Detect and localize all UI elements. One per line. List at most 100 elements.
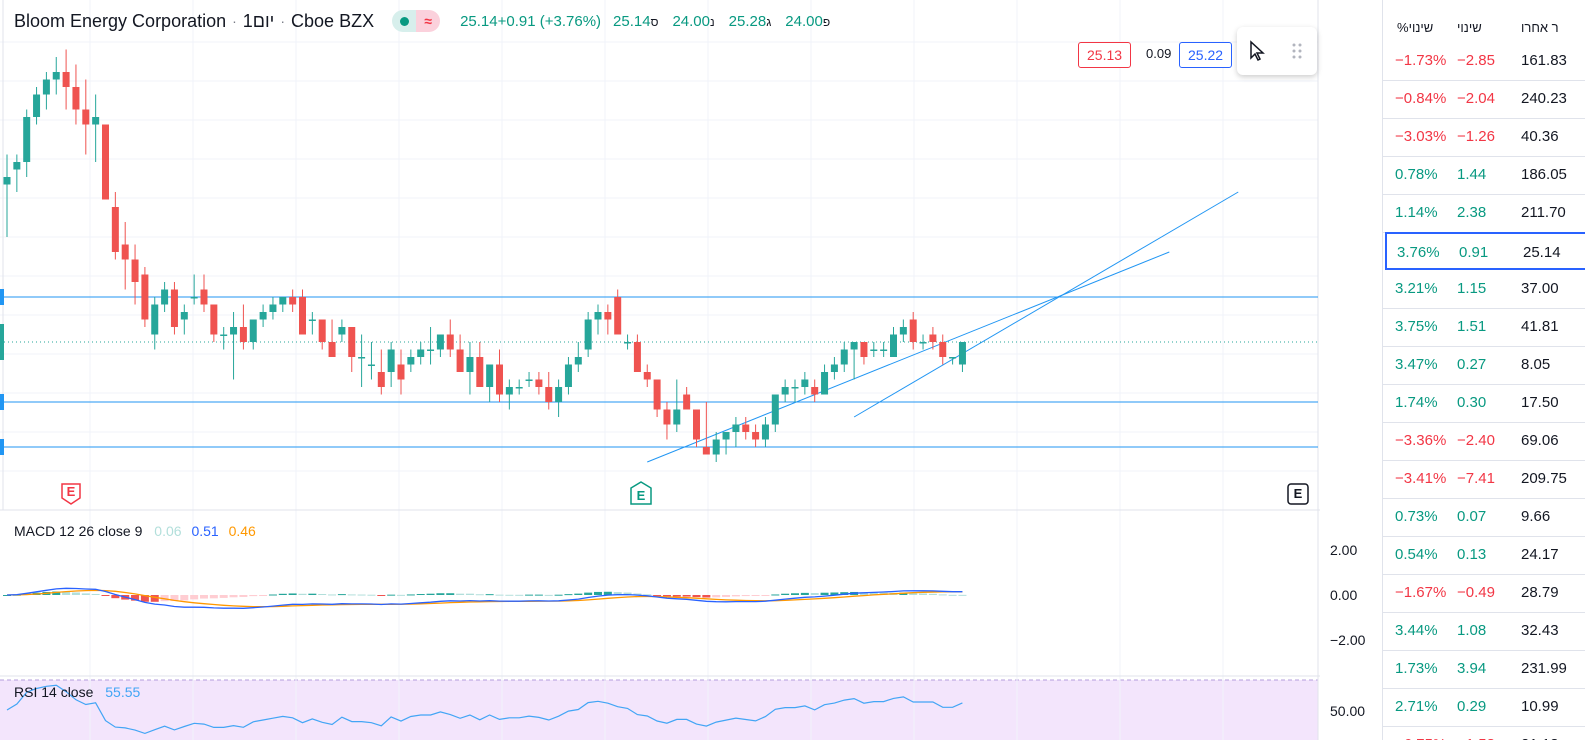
row-last-price: 9.66 (1521, 508, 1551, 525)
row-change-pct: −3.36% (1395, 432, 1447, 449)
candle-down (742, 424, 750, 432)
symbol-name[interactable]: Bloom Energy Corporation (14, 10, 227, 31)
macd-histogram-bar (308, 593, 317, 595)
watchlist-row[interactable]: −6.75% −1.53 21.13 (1383, 726, 1585, 740)
watchlist-row[interactable]: 3.44% 1.08 32.43 (1383, 612, 1585, 651)
watchlist-row-selected[interactable]: 3.76% 0.91 25.14 (1385, 232, 1585, 270)
row-change: 2.38 (1457, 204, 1487, 221)
row-change: 1.51 (1457, 318, 1487, 335)
row-last-price: 10.99 (1521, 698, 1559, 715)
macd-signal-line (6, 589, 963, 608)
status-pill[interactable]: ≈ (392, 10, 441, 32)
watchlist-row[interactable]: 3.75% 1.51 41.81 (1383, 308, 1585, 347)
candle-down (82, 109, 90, 125)
buy-price-tag[interactable]: 25.22 (1179, 42, 1233, 68)
watchlist-panel[interactable]: %שינוי שינוי ר אחרו −1.73% −2.85 161.83 −0.… (1382, 0, 1585, 740)
candle-up (722, 432, 730, 440)
macd-histogram-bar (91, 593, 100, 595)
col-header-change[interactable]: שינוי (1457, 20, 1482, 35)
candle-up (436, 334, 444, 350)
row-change: 0.29 (1457, 698, 1487, 715)
macd-histogram-bar (712, 595, 721, 598)
candle-down (929, 334, 937, 342)
watchlist-row[interactable]: 1.74% 0.30 17.50 (1383, 384, 1585, 423)
drawing-toolbox[interactable] (1237, 27, 1317, 75)
watchlist-row[interactable]: 2.71% 0.29 10.99 (1383, 688, 1585, 727)
macd-histogram-bar (800, 592, 809, 595)
row-change: −2.40 (1457, 432, 1495, 449)
row-change-pct: 0.73% (1395, 508, 1438, 525)
chart-area[interactable]: Bloom Energy Corporation · 1יום · Cboe B… (0, 0, 1365, 740)
macd-histogram-bar (505, 594, 514, 596)
rsi-value: 55.55 (105, 684, 141, 700)
watchlist-row[interactable]: 1.14% 2.38 211.70 (1383, 194, 1585, 233)
macd-histogram-bar (111, 595, 120, 599)
candle-down (102, 124, 109, 200)
macd-histogram-bar (259, 595, 268, 596)
row-last-price: 186.05 (1521, 166, 1567, 183)
candle-up (870, 349, 878, 351)
cursor-arrow-icon[interactable] (1237, 27, 1277, 75)
trend-channel-line (647, 251, 1170, 463)
sell-price-tag[interactable]: 25.13 (1078, 42, 1132, 68)
watchlist-row[interactable]: −3.03% −1.26 40.36 (1383, 118, 1585, 157)
candle-up (151, 304, 159, 335)
candle-up (13, 162, 21, 170)
macd-histogram-bar (643, 594, 652, 596)
ohlc-open: פ24.00 (785, 12, 831, 30)
earnings-marker-icon[interactable]: E (630, 481, 652, 505)
watchlist-row[interactable]: −0.84% −2.04 240.23 (1383, 80, 1585, 119)
rsi-legend[interactable]: RSI 14 close 55.55 (14, 684, 140, 700)
col-header-change-pct[interactable]: %שינוי (1397, 20, 1434, 35)
row-change-pct: 3.44% (1395, 622, 1438, 639)
row-change: 1.08 (1457, 622, 1487, 639)
watchlist-row[interactable]: −1.73% −2.85 161.83 (1383, 42, 1585, 81)
watchlist-row[interactable]: 1.73% 3.94 231.99 (1383, 650, 1585, 689)
exchange-label[interactable]: Cboe BZX (291, 10, 375, 31)
drag-handle-icon[interactable] (1277, 27, 1317, 75)
macd-histogram-bar (3, 595, 11, 596)
row-change-pct: 1.73% (1395, 660, 1438, 677)
row-change-pct: 0.78% (1395, 166, 1438, 183)
candle-down (239, 327, 247, 342)
candle-up (949, 357, 957, 359)
macd-histogram-bar (731, 595, 740, 597)
macd-histogram-bar (919, 593, 928, 595)
chart-canvas[interactable] (0, 0, 1320, 740)
macd-histogram-bar (288, 593, 297, 595)
candle-up (52, 72, 60, 80)
row-change: 0.07 (1457, 508, 1487, 525)
ohlc-high: ג25.28 (728, 12, 772, 30)
macd-histogram-bar (81, 593, 90, 595)
candle-up (732, 424, 740, 432)
earnings-marker-icon[interactable]: E (1287, 483, 1309, 505)
candle-up (761, 424, 769, 440)
watchlist-row[interactable]: 0.78% 1.44 186.05 (1383, 156, 1585, 195)
candle-up (821, 372, 829, 395)
watchlist-row[interactable]: −1.67% −0.49 28.79 (1383, 574, 1585, 613)
candle-up (387, 349, 395, 372)
rsi-pane-background (0, 680, 1318, 740)
watchlist-row[interactable]: −3.41% −7.41 209.75 (1383, 460, 1585, 499)
macd-line-value: 0.51 (191, 523, 219, 539)
macd-legend[interactable]: MACD 12 26 close 9 0.06 0.51 0.46 (14, 523, 256, 539)
watchlist-row[interactable]: −3.36% −2.40 69.06 (1383, 422, 1585, 461)
candle-up (564, 364, 572, 387)
earnings-marker-icon[interactable]: E (61, 483, 81, 505)
row-change: 3.94 (1457, 660, 1487, 677)
watchlist-row[interactable]: 0.73% 0.07 9.66 (1383, 498, 1585, 537)
candle-up (673, 409, 681, 425)
watchlist-row[interactable]: 0.54% 0.13 24.17 (1383, 536, 1585, 575)
macd-histogram-bar (869, 592, 878, 595)
macd-histogram-bar (416, 594, 425, 596)
candle-down (702, 447, 710, 455)
row-last-price: 37.00 (1521, 280, 1559, 297)
interval-label[interactable]: 1יום (242, 10, 275, 31)
watchlist-row[interactable]: 3.47% 0.27 8.05 (1383, 346, 1585, 385)
candle-up (417, 349, 425, 357)
col-header-last[interactable]: ר אחרו (1521, 20, 1559, 35)
macd-histogram-bar (229, 595, 238, 598)
candle-up (890, 334, 897, 357)
watchlist-row[interactable]: 3.21% 1.15 37.00 (1383, 270, 1585, 309)
macd-histogram-bar (859, 592, 868, 595)
